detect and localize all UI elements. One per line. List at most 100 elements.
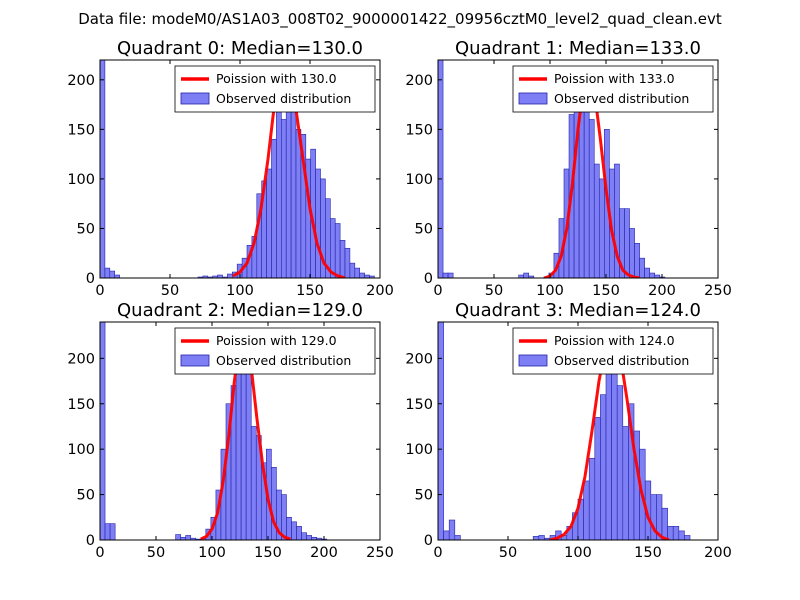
y-tick-label: 100: [67, 442, 95, 458]
y-tick-label: 50: [77, 221, 95, 237]
histogram-bar: [611, 353, 618, 540]
histogram-bar: [528, 275, 535, 278]
histogram-bar: [271, 467, 277, 540]
histogram-bar: [245, 367, 252, 540]
y-tick-label: 200: [405, 351, 433, 367]
histogram-bar: [240, 358, 247, 540]
x-tick-label: 0: [95, 283, 104, 299]
quadrant-3-panel: 0 50 100 150 200 0 50 100 150 200 Quadrant 3: Medi…: [405, 300, 732, 561]
histogram-bar: [104, 523, 111, 540]
x-tick-label: 50: [485, 283, 503, 299]
legend-line-label: Poission with 130.0: [216, 71, 337, 86]
x-tick-label: 50: [147, 545, 165, 561]
panel-title: Quadrant 1: Median=133.0: [455, 38, 701, 59]
legend-bar-label: Observed distribution: [216, 91, 351, 106]
legend-bar-swatch: [518, 354, 548, 367]
legend: Poission with 133.0 Observed distribution: [512, 65, 714, 113]
x-tick-label: 100: [536, 283, 564, 299]
x-tick-label: 100: [226, 283, 254, 299]
legend: Poission with 129.0 Observed distribution: [174, 327, 376, 375]
histogram-bar: [175, 534, 181, 540]
histogram-bar: [329, 218, 336, 278]
x-tick-label: 200: [310, 545, 338, 561]
histogram-bar: [624, 208, 630, 278]
histogram-bar: [594, 417, 601, 540]
histogram-bar: [583, 89, 590, 278]
histogram-bar: [114, 274, 120, 278]
y-tick-label: 50: [415, 221, 433, 237]
y-tick-label: 200: [67, 351, 95, 367]
histogram-bar: [538, 535, 545, 540]
histogram-bar: [100, 322, 106, 540]
histogram-bar: [276, 109, 282, 278]
x-tick-label: 100: [564, 545, 592, 561]
histogram-bar: [438, 60, 444, 278]
histogram-bar: [315, 168, 321, 278]
quadrant-0-panel: 0 50 100 150 200 0 50 100 150 200 Quadrant 0: Medi…: [67, 38, 394, 299]
legend-bar-label: Observed distribution: [216, 353, 351, 368]
y-tick-label: 0: [86, 271, 95, 287]
legend-line-label: Poission with 124.0: [554, 333, 675, 348]
histogram-bar: [369, 275, 375, 278]
quadrant-2-panel: 0 50 100 150 200 250 0 50 100 150 200 Quadrant 2: M…: [67, 300, 394, 561]
histogram-bar: [454, 535, 461, 540]
quadrant-1-panel: 0 50 100 150 200 250 0 50 100 150 200 Quadrant 1: M…: [405, 38, 732, 299]
histogram-bar: [678, 530, 685, 540]
x-tick-label: 150: [254, 545, 282, 561]
histogram-bar: [523, 272, 530, 278]
y-tick-label: 0: [424, 533, 433, 549]
histogram-bar: [354, 267, 360, 278]
histogram-bar: [578, 109, 585, 278]
panel-title: Quadrant 0: Median=130.0: [117, 38, 363, 59]
histogram-bar: [634, 243, 640, 278]
histogram-bar: [217, 274, 223, 278]
plot-area: [100, 60, 375, 278]
legend-bar-swatch: [518, 92, 548, 105]
histogram-bar: [622, 426, 629, 540]
histogram-bar: [295, 129, 302, 278]
histogram-bar: [104, 267, 111, 278]
histogram-bar: [100, 60, 106, 278]
plot-area: [438, 60, 666, 278]
x-tick-label: 0: [433, 283, 442, 299]
legend-line-label: Poission with 133.0: [554, 71, 675, 86]
histogram-bar: [600, 394, 607, 540]
y-tick-label: 100: [405, 442, 433, 458]
axes-frame: [99, 321, 381, 541]
histogram-bar: [442, 272, 449, 278]
histogram-bar: [684, 535, 691, 540]
y-tick-label: 200: [405, 73, 433, 89]
axes-frame: [437, 59, 719, 279]
histogram-bar: [448, 519, 456, 540]
legend-bar-label: Observed distribution: [554, 353, 689, 368]
y-tick-label: 100: [67, 172, 95, 188]
y-tick-label: 50: [415, 488, 433, 504]
y-tick-label: 0: [424, 271, 433, 287]
y-tick-label: 50: [77, 488, 95, 504]
x-tick-label: 200: [366, 283, 394, 299]
histogram-bar: [532, 536, 540, 540]
x-tick-label: 200: [704, 545, 732, 561]
histogram-bar: [291, 521, 297, 540]
histogram-bar: [667, 526, 674, 540]
histogram-bar: [306, 535, 312, 540]
x-tick-label: 0: [95, 545, 104, 561]
y-tick-label: 100: [405, 172, 433, 188]
y-tick-label: 0: [86, 533, 95, 549]
y-tick-label: 150: [67, 397, 95, 413]
x-tick-label: 150: [634, 545, 662, 561]
histogram-bar: [629, 228, 635, 278]
histogram-bar: [281, 494, 287, 540]
histogram-bar: [109, 270, 116, 278]
histogram-bar: [649, 272, 656, 278]
legend-bar-swatch: [180, 92, 210, 105]
y-tick-label: 150: [405, 122, 433, 138]
x-tick-label: 100: [198, 545, 226, 561]
histogram-bar: [301, 532, 307, 540]
panel-title: Quadrant 2: Median=129.0: [117, 300, 363, 321]
histogram-bar: [271, 138, 277, 278]
histogram-bar: [593, 163, 600, 278]
histogram-bar: [639, 257, 645, 278]
legend: Poission with 124.0 Observed distribution: [512, 327, 714, 375]
